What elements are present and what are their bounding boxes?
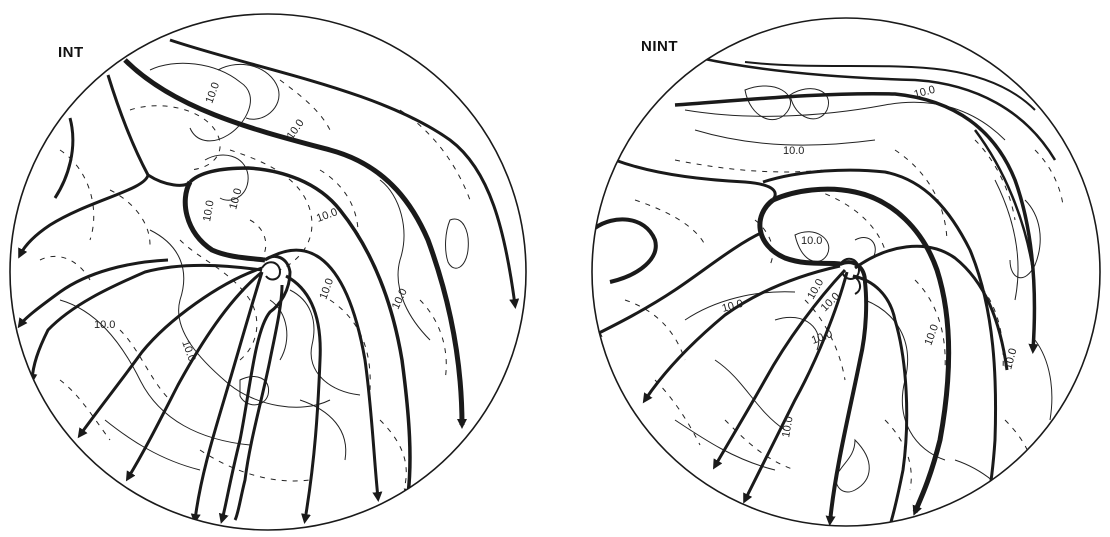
contour-label: 10.0 bbox=[721, 298, 745, 315]
contour-label: 10.0 bbox=[783, 145, 804, 157]
contour-label: 10.0 bbox=[94, 319, 115, 331]
contour-label: 10.0 bbox=[780, 415, 796, 438]
contour-label: 10.0 bbox=[285, 117, 307, 141]
panel-int: INT bbox=[9, 13, 527, 531]
polar-map-nint: 10.0 10.0 10.0 10.0 10.0 10.0 10.0 10.0 … bbox=[591, 17, 1101, 527]
contour-label: 10.0 bbox=[801, 235, 822, 247]
map-boundary-circle bbox=[591, 17, 1101, 527]
panel-label-nint: NINT bbox=[641, 38, 678, 55]
storm-center bbox=[838, 257, 861, 295]
thin-contours bbox=[59, 62, 469, 471]
contour-label: 10.0 bbox=[227, 187, 244, 211]
contour-label: 10.0 bbox=[201, 199, 217, 222]
contour-label: 10.0 bbox=[805, 277, 826, 302]
panel-nint: NINT bbox=[555, 0, 1110, 537]
contour-label: 10.0 bbox=[179, 339, 198, 363]
panel-label-int: INT bbox=[58, 44, 84, 61]
contour-label: 10.0 bbox=[204, 81, 223, 105]
contour-labels: 10.0 10.0 10.0 10.0 10.0 10.0 10.0 10.0 … bbox=[94, 81, 410, 363]
polar-map-int: 10.0 10.0 10.0 10.0 10.0 10.0 10.0 10.0 … bbox=[9, 13, 527, 531]
contour-label: 10.0 bbox=[1002, 347, 1019, 371]
contour-label: 10.0 bbox=[318, 277, 337, 301]
contour-label: 10.0 bbox=[913, 84, 937, 101]
contour-label: 10.0 bbox=[923, 323, 942, 347]
contour-label: 10.0 bbox=[315, 206, 339, 225]
streamlines bbox=[17, 38, 520, 524]
map-boundary-circle bbox=[9, 13, 527, 531]
storm-center bbox=[261, 261, 282, 281]
streamlines bbox=[592, 56, 1057, 526]
